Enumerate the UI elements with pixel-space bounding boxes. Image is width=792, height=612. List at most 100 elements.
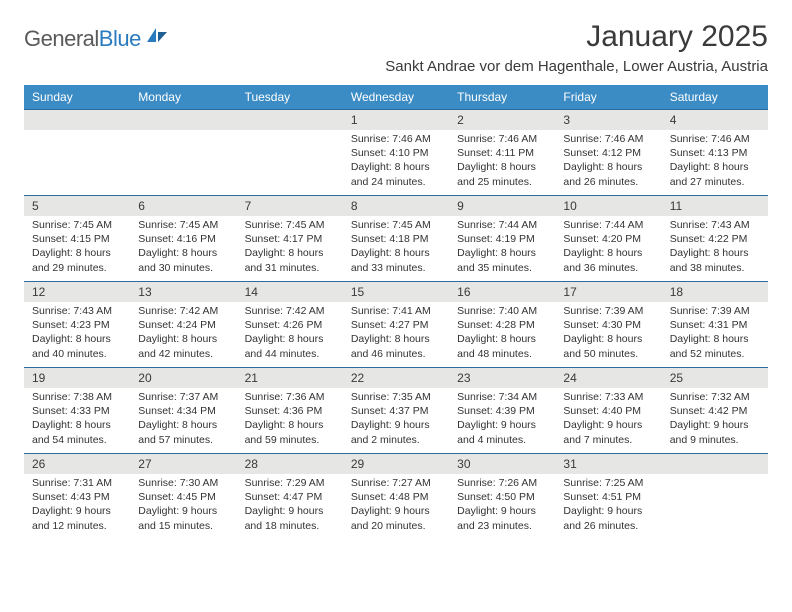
day-cell: 9Sunrise: 7:44 AMSunset: 4:19 PMDaylight… <box>449 195 555 281</box>
day-number: 6 <box>130 195 236 216</box>
day-number: 28 <box>237 453 343 474</box>
day-number <box>662 453 768 474</box>
day-details: Sunrise: 7:43 AMSunset: 4:22 PMDaylight:… <box>662 216 768 281</box>
sunset-text: Sunset: 4:37 PM <box>351 404 441 418</box>
day-number: 30 <box>449 453 555 474</box>
sunset-text: Sunset: 4:39 PM <box>457 404 547 418</box>
day-cell: 15 Sunrise: 7:41 AMSunset: 4:27 PMDayligh… <box>343 281 449 367</box>
sunrise-text: Sunrise: 7:41 AM <box>351 304 441 318</box>
daylight-text: Daylight: 8 hours and 46 minutes. <box>351 332 441 360</box>
daylight-text: Daylight: 8 hours and 31 minutes. <box>245 246 335 274</box>
daylight-text: Daylight: 8 hours and 44 minutes. <box>245 332 335 360</box>
day-details <box>662 474 768 482</box>
weekday-header: Saturday <box>662 85 768 109</box>
logo: GeneralBlue <box>24 20 169 52</box>
day-cell <box>662 453 768 539</box>
day-cell: 6Sunrise: 7:45 AMSunset: 4:16 PMDaylight… <box>130 195 236 281</box>
day-details: Sunrise: 7:31 AMSunset: 4:43 PMDaylight:… <box>24 474 130 539</box>
daylight-text: Daylight: 9 hours and 20 minutes. <box>351 504 441 532</box>
day-number: 31 <box>555 453 661 474</box>
day-number: 17 <box>555 281 661 302</box>
day-number: 10 <box>555 195 661 216</box>
day-details <box>130 130 236 138</box>
daylight-text: Daylight: 9 hours and 9 minutes. <box>670 418 760 446</box>
calendar-page: GeneralBlue January 2025 Sankt Andrae vo… <box>0 0 792 559</box>
sunset-text: Sunset: 4:31 PM <box>670 318 760 332</box>
day-number: 25 <box>662 367 768 388</box>
sunset-text: Sunset: 4:23 PM <box>32 318 122 332</box>
sunset-text: Sunset: 4:28 PM <box>457 318 547 332</box>
daylight-text: Daylight: 9 hours and 23 minutes. <box>457 504 547 532</box>
day-number: 27 <box>130 453 236 474</box>
sunrise-text: Sunrise: 7:39 AM <box>670 304 760 318</box>
week-row: 19Sunrise: 7:38 AMSunset: 4:33 PMDayligh… <box>24 367 768 453</box>
day-details: Sunrise: 7:43 AMSunset: 4:23 PMDaylight:… <box>24 302 130 367</box>
daylight-text: Daylight: 8 hours and 29 minutes. <box>32 246 122 274</box>
day-details: Sunrise: 7:38 AMSunset: 4:33 PMDaylight:… <box>24 388 130 453</box>
day-details: Sunrise: 7:40 AMSunset: 4:28 PMDaylight:… <box>449 302 555 367</box>
day-details: Sunrise: 7:46 AMSunset: 4:12 PMDaylight:… <box>555 130 661 195</box>
sunset-text: Sunset: 4:27 PM <box>351 318 441 332</box>
sunset-text: Sunset: 4:36 PM <box>245 404 335 418</box>
day-number: 24 <box>555 367 661 388</box>
sunrise-text: Sunrise: 7:46 AM <box>670 132 760 146</box>
sunrise-text: Sunrise: 7:38 AM <box>32 390 122 404</box>
day-details: Sunrise: 7:25 AMSunset: 4:51 PMDaylight:… <box>555 474 661 539</box>
day-details: Sunrise: 7:32 AMSunset: 4:42 PMDaylight:… <box>662 388 768 453</box>
day-cell: 28Sunrise: 7:29 AMSunset: 4:47 PMDayligh… <box>237 453 343 539</box>
sunset-text: Sunset: 4:43 PM <box>32 490 122 504</box>
logo-word-general: General <box>24 26 99 51</box>
weekday-header: Monday <box>130 85 236 109</box>
day-details: Sunrise: 7:46 AMSunset: 4:13 PMDaylight:… <box>662 130 768 195</box>
day-details: Sunrise: 7:33 AMSunset: 4:40 PMDaylight:… <box>555 388 661 453</box>
sunrise-text: Sunrise: 7:37 AM <box>138 390 228 404</box>
daylight-text: Daylight: 9 hours and 4 minutes. <box>457 418 547 446</box>
day-cell: 25Sunrise: 7:32 AMSunset: 4:42 PMDayligh… <box>662 367 768 453</box>
day-details: Sunrise: 7:39 AMSunset: 4:31 PMDaylight:… <box>662 302 768 367</box>
day-details: Sunrise: 7:46 AMSunset: 4:11 PMDaylight:… <box>449 130 555 195</box>
day-details: Sunrise: 7:42 AMSunset: 4:26 PMDaylight:… <box>237 302 343 367</box>
sunset-text: Sunset: 4:13 PM <box>670 146 760 160</box>
sunset-text: Sunset: 4:20 PM <box>563 232 653 246</box>
day-details: Sunrise: 7:29 AMSunset: 4:47 PMDaylight:… <box>237 474 343 539</box>
day-number: 3 <box>555 109 661 130</box>
day-details: Sunrise: 7:44 AMSunset: 4:20 PMDaylight:… <box>555 216 661 281</box>
weekday-header: Thursday <box>449 85 555 109</box>
daylight-text: Daylight: 9 hours and 12 minutes. <box>32 504 122 532</box>
sunrise-text: Sunrise: 7:30 AM <box>138 476 228 490</box>
sunrise-text: Sunrise: 7:46 AM <box>457 132 547 146</box>
daylight-text: Daylight: 8 hours and 52 minutes. <box>670 332 760 360</box>
day-number: 9 <box>449 195 555 216</box>
day-number: 21 <box>237 367 343 388</box>
day-number: 29 <box>343 453 449 474</box>
sunset-text: Sunset: 4:10 PM <box>351 146 441 160</box>
sunset-text: Sunset: 4:45 PM <box>138 490 228 504</box>
sunrise-text: Sunrise: 7:32 AM <box>670 390 760 404</box>
sunset-text: Sunset: 4:51 PM <box>563 490 653 504</box>
daylight-text: Daylight: 8 hours and 27 minutes. <box>670 160 760 188</box>
sunrise-text: Sunrise: 7:44 AM <box>563 218 653 232</box>
sunset-text: Sunset: 4:26 PM <box>245 318 335 332</box>
day-details: Sunrise: 7:45 AMSunset: 4:15 PMDaylight:… <box>24 216 130 281</box>
day-details: Sunrise: 7:42 AMSunset: 4:24 PMDaylight:… <box>130 302 236 367</box>
day-details: Sunrise: 7:34 AMSunset: 4:39 PMDaylight:… <box>449 388 555 453</box>
daylight-text: Daylight: 8 hours and 48 minutes. <box>457 332 547 360</box>
sunset-text: Sunset: 4:15 PM <box>32 232 122 246</box>
sunrise-text: Sunrise: 7:46 AM <box>351 132 441 146</box>
sunset-text: Sunset: 4:18 PM <box>351 232 441 246</box>
sail-icon <box>145 26 169 44</box>
day-details: Sunrise: 7:44 AMSunset: 4:19 PMDaylight:… <box>449 216 555 281</box>
day-number: 1 <box>343 109 449 130</box>
day-details <box>237 130 343 138</box>
daylight-text: Daylight: 9 hours and 26 minutes. <box>563 504 653 532</box>
logo-text: GeneralBlue <box>24 26 141 52</box>
day-cell <box>130 109 236 195</box>
sunset-text: Sunset: 4:17 PM <box>245 232 335 246</box>
day-number: 15 <box>343 281 449 302</box>
weekday-header: Wednesday <box>343 85 449 109</box>
week-row: 26Sunrise: 7:31 AMSunset: 4:43 PMDayligh… <box>24 453 768 539</box>
sunrise-text: Sunrise: 7:36 AM <box>245 390 335 404</box>
day-cell: 23Sunrise: 7:34 AMSunset: 4:39 PMDayligh… <box>449 367 555 453</box>
day-details: Sunrise: 7:45 AMSunset: 4:17 PMDaylight:… <box>237 216 343 281</box>
sunset-text: Sunset: 4:12 PM <box>563 146 653 160</box>
